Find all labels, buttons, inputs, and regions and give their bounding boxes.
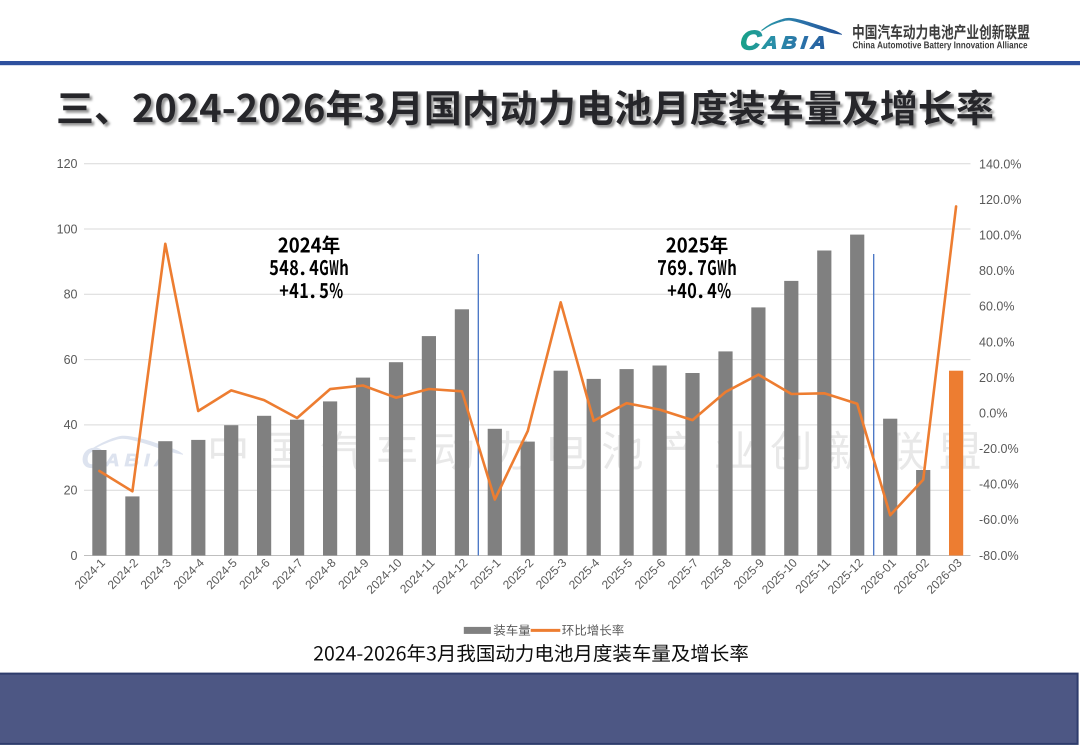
- svg-text:60: 60: [64, 353, 78, 367]
- svg-text:80.0%: 80.0%: [979, 264, 1014, 278]
- svg-text:40.0%: 40.0%: [979, 335, 1014, 349]
- svg-text:80: 80: [64, 288, 78, 302]
- svg-text:20.0%: 20.0%: [979, 371, 1014, 385]
- svg-text:120: 120: [57, 157, 78, 171]
- svg-text:-60.0%: -60.0%: [979, 513, 1019, 527]
- svg-text:0.0%: 0.0%: [979, 406, 1008, 420]
- svg-text:140.0%: 140.0%: [979, 157, 1021, 171]
- svg-text:20: 20: [64, 484, 78, 498]
- svg-text:-40.0%: -40.0%: [979, 478, 1019, 492]
- svg-text:40: 40: [64, 418, 78, 432]
- svg-text:100: 100: [57, 222, 78, 236]
- svg-text:-80.0%: -80.0%: [979, 549, 1019, 563]
- svg-text:0: 0: [71, 549, 78, 563]
- svg-text:120.0%: 120.0%: [979, 193, 1021, 207]
- svg-text:60.0%: 60.0%: [979, 300, 1014, 314]
- svg-text:-20.0%: -20.0%: [979, 442, 1019, 456]
- svg-text:100.0%: 100.0%: [979, 229, 1021, 243]
